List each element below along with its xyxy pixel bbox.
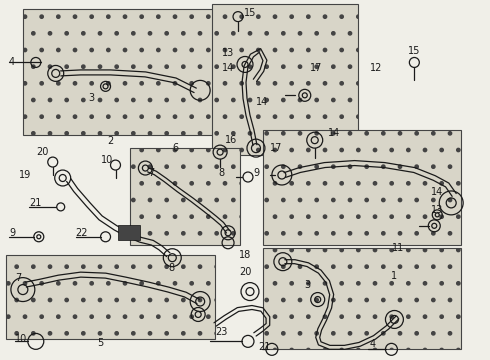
Text: 3: 3: [89, 93, 95, 103]
Text: 15: 15: [408, 45, 420, 55]
Text: 21: 21: [29, 198, 41, 208]
Text: 17: 17: [270, 143, 282, 153]
Bar: [6, 255, 215, 339]
Text: 16: 16: [225, 135, 237, 145]
Text: 4: 4: [369, 339, 376, 349]
Text: 7: 7: [148, 168, 155, 178]
Text: 21: 21: [258, 342, 270, 352]
Text: 14: 14: [222, 63, 234, 73]
Bar: [212, 4, 358, 155]
Bar: [130, 148, 240, 245]
Text: 10: 10: [15, 334, 27, 345]
Text: 15: 15: [244, 8, 256, 18]
Text: 18: 18: [239, 250, 251, 260]
Text: 20: 20: [36, 147, 48, 157]
Text: 3: 3: [305, 280, 311, 289]
Text: 8: 8: [168, 263, 174, 273]
Text: 5: 5: [98, 338, 104, 348]
Text: 12: 12: [369, 63, 382, 73]
Text: 7: 7: [15, 273, 21, 283]
Text: 11: 11: [392, 243, 405, 253]
Bar: [23, 9, 213, 135]
Text: 14: 14: [328, 128, 340, 138]
Text: 13: 13: [222, 49, 234, 58]
Bar: [263, 130, 461, 245]
Text: 10: 10: [100, 155, 113, 165]
Text: 6: 6: [172, 143, 178, 153]
Text: 22: 22: [75, 228, 88, 238]
Text: 19: 19: [19, 170, 31, 180]
Text: 2: 2: [107, 136, 114, 146]
Text: 9: 9: [253, 168, 259, 178]
Text: 4: 4: [9, 58, 15, 67]
Text: 20: 20: [239, 267, 251, 276]
Text: 9: 9: [9, 228, 15, 238]
Text: 1: 1: [392, 271, 397, 281]
Bar: [263, 248, 461, 349]
Text: 14: 14: [431, 187, 443, 197]
Text: 8: 8: [218, 168, 224, 178]
Bar: [119, 225, 141, 240]
Text: 13: 13: [431, 205, 443, 215]
Text: 17: 17: [310, 63, 322, 73]
Text: 14: 14: [256, 97, 268, 107]
Text: 23: 23: [215, 327, 227, 337]
